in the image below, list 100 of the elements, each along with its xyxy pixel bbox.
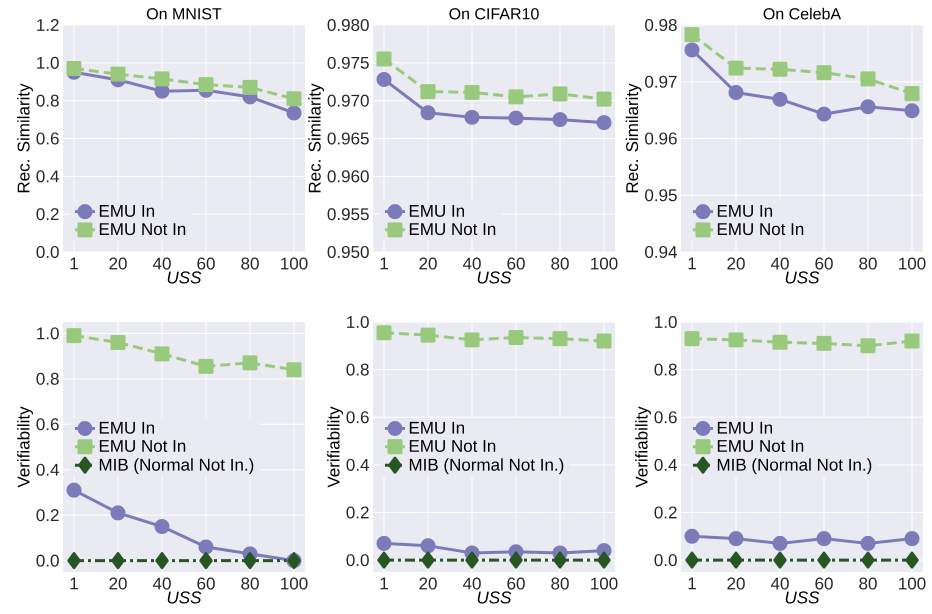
- legend-label: MIB (Normal Not In.): [718, 458, 872, 474]
- y-tick-label: 0.6: [36, 418, 59, 430]
- y-tick-label: 0.6: [654, 411, 677, 424]
- legend-label: EMU Not In: [410, 440, 496, 452]
- y-axis-title: Verifiability: [327, 406, 343, 488]
- legend-label: EMU In: [718, 422, 772, 434]
- chart-title: On CelebA: [764, 8, 842, 20]
- legend-label: EMU In: [100, 205, 154, 217]
- y-tick-label: 1.0: [347, 316, 369, 328]
- legend-label: EMU In: [718, 205, 772, 217]
- y-tick-label: 0.4: [346, 458, 369, 471]
- legend-label: EMU Not In: [100, 440, 186, 452]
- x-tick-label: 40: [770, 578, 789, 590]
- x-tick-label: 80: [859, 258, 877, 270]
- x-axis-title: USS: [168, 271, 202, 284]
- y-tick-label: 0.2: [36, 208, 59, 220]
- x-tick-label: 100: [591, 258, 618, 270]
- y-tick-label: 0.8: [36, 94, 59, 107]
- x-tick-label: 80: [551, 258, 569, 270]
- x-tick-label: 20: [109, 578, 127, 590]
- y-tick-label: 0.4: [654, 458, 677, 471]
- x-tick-label: 60: [507, 578, 525, 590]
- y-tick-label: 0.6: [346, 411, 369, 424]
- y-axis-title: Rec. Similarity: [308, 83, 324, 192]
- y-tick-label: 0.98: [645, 18, 677, 32]
- y-tick-label: 0.950: [328, 246, 369, 258]
- x-tick-label: 60: [507, 258, 525, 270]
- y-tick-label: 0.960: [328, 170, 369, 182]
- legend-label: EMU Not In: [718, 440, 804, 452]
- y-axis-title: Verifiability: [635, 406, 651, 488]
- x-tick-label: 20: [727, 258, 745, 270]
- y-tick-label: 0.8: [346, 364, 369, 376]
- y-tick-label: 0.2: [346, 506, 369, 518]
- x-axis-title: USS: [478, 591, 512, 604]
- x-tick-label: 20: [419, 578, 437, 590]
- y-tick-label: 0.2: [36, 509, 59, 522]
- y-tick-label: 0.94: [645, 246, 677, 258]
- y-tick-label: 0.0: [36, 554, 59, 567]
- y-tick-label: 0.0: [654, 554, 677, 566]
- legend-label: MIB (Normal Not In.): [100, 458, 254, 474]
- x-tick-label: 1: [688, 258, 696, 270]
- x-tick-label: 80: [859, 578, 877, 590]
- x-tick-label: 1: [380, 258, 388, 270]
- x-tick-label: 100: [899, 258, 926, 270]
- legend-label: EMU Not In: [100, 223, 186, 236]
- x-tick-label: 80: [551, 578, 569, 590]
- x-tick-label: 40: [770, 258, 789, 270]
- x-axis-title: USS: [478, 271, 512, 284]
- x-tick-label: 100: [281, 258, 308, 270]
- x-tick-label: 40: [152, 258, 171, 270]
- x-tick-label: 40: [152, 578, 171, 590]
- legend-label: EMU Not In: [718, 223, 804, 236]
- y-tick-label: 0.2: [654, 506, 677, 518]
- y-tick-label: 0.955: [328, 208, 369, 220]
- legend-label: EMU In: [410, 205, 464, 217]
- y-tick-label: 0.970: [328, 94, 369, 107]
- x-tick-label: 1: [70, 258, 78, 270]
- y-tick-label: 0.6: [36, 132, 59, 145]
- y-tick-label: 1.0: [37, 56, 59, 69]
- y-tick-label: 0.8: [654, 364, 677, 376]
- y-tick-label: 0.95: [645, 189, 677, 202]
- x-tick-label: 100: [899, 578, 926, 590]
- x-tick-label: 60: [815, 578, 833, 590]
- x-tick-label: 60: [197, 578, 215, 590]
- x-axis-title: USS: [168, 591, 202, 604]
- x-tick-label: 40: [462, 258, 481, 270]
- x-tick-label: 100: [591, 578, 618, 590]
- y-tick-label: 0.4: [36, 170, 59, 182]
- y-tick-label: 0.97: [645, 76, 677, 88]
- x-tick-label: 60: [197, 258, 215, 270]
- x-axis-title: USS: [786, 591, 820, 604]
- y-tick-label: 0.96: [645, 132, 677, 145]
- x-tick-label: 40: [462, 578, 481, 590]
- legend-label: EMU In: [410, 422, 464, 434]
- y-tick-label: 0.975: [328, 56, 369, 69]
- y-tick-label: 0.0: [346, 554, 369, 566]
- legend-label: EMU Not In: [410, 223, 496, 236]
- y-axis-title: Rec. Similarity: [17, 83, 33, 192]
- y-tick-label: 0.4: [36, 464, 59, 476]
- x-tick-label: 1: [688, 578, 696, 590]
- legend-label: EMU In: [100, 422, 154, 434]
- x-tick-label: 80: [241, 578, 259, 590]
- y-tick-label: 1.0: [655, 316, 677, 328]
- x-tick-label: 20: [727, 578, 745, 590]
- x-axis-title: USS: [786, 271, 820, 284]
- y-tick-label: 0.8: [36, 372, 59, 385]
- y-tick-label: 0.965: [328, 132, 369, 145]
- x-tick-label: 20: [419, 258, 437, 270]
- x-tick-label: 60: [815, 258, 833, 270]
- y-tick-label: 1.0: [37, 327, 59, 340]
- x-tick-label: 20: [109, 258, 127, 270]
- y-tick-label: 0.0: [36, 246, 59, 258]
- legend-label: MIB (Normal Not In.): [410, 458, 564, 474]
- y-tick-label: 1.2: [37, 19, 59, 31]
- x-tick-label: 100: [281, 578, 308, 590]
- y-axis-title: Verifiability: [17, 406, 33, 488]
- x-tick-label: 1: [70, 578, 78, 590]
- chart-title: On MNIST: [146, 8, 222, 20]
- y-tick-label: 0.980: [328, 18, 369, 32]
- x-tick-label: 80: [241, 258, 259, 270]
